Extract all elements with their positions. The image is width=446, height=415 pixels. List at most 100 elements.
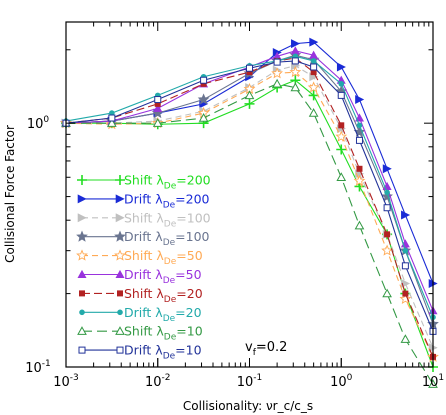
data-point — [383, 204, 391, 212]
data-point — [310, 69, 317, 76]
legend-entry: Drift λDe=200 — [77, 191, 210, 210]
legend-marker-right — [115, 213, 125, 223]
data-point — [246, 69, 253, 76]
legend-label-sub: De — [163, 238, 176, 248]
data-point — [336, 172, 347, 181]
legend-marker-right — [116, 346, 124, 354]
legend-marker-right — [115, 194, 125, 204]
legend-label-value: =10 — [176, 324, 202, 339]
data-point — [353, 174, 366, 186]
legend-label-main: Shift λ — [124, 248, 164, 263]
data-point — [154, 100, 161, 107]
data-point — [384, 231, 391, 238]
legend-label-main: Shift λ — [124, 286, 164, 301]
legend-label-main: Shift λ — [124, 324, 164, 339]
legend-label-main: Drift λ — [124, 267, 163, 282]
data-point — [244, 98, 255, 109]
data-point — [273, 58, 281, 66]
data-point — [402, 290, 409, 297]
legend-marker-left — [79, 290, 85, 297]
data-point — [291, 57, 299, 65]
data-point — [399, 292, 412, 305]
legend-entry: Shift λDe=20 — [79, 286, 203, 305]
legend-label-value: =100 — [176, 210, 210, 225]
legend-label-value: =20 — [175, 305, 201, 320]
data-point — [310, 63, 318, 71]
legend-label-main: Drift λ — [124, 229, 163, 244]
legend-label-main: Drift λ — [124, 191, 163, 206]
legend-marker-right — [114, 230, 126, 242]
legend-marker-right — [115, 269, 125, 278]
legend-label: Shift λDe=50 — [124, 248, 203, 267]
x-axis-label: Collisionality: νr_c/c_s — [183, 399, 313, 413]
data-point — [401, 210, 411, 220]
legend-label-main: Drift λ — [124, 305, 163, 320]
data-point — [336, 144, 347, 155]
x-tick-exp: -3 — [70, 373, 79, 383]
data-point — [356, 122, 363, 129]
x-tick-label: 10-2 — [145, 373, 171, 390]
legend-label-value: =50 — [175, 267, 201, 282]
annotation-vf: vf=0.2 — [245, 340, 287, 358]
x-tick-label: 101 — [422, 373, 444, 390]
data-point — [109, 110, 115, 116]
legend-label-value: =200 — [175, 191, 209, 206]
legend-label-value: =20 — [176, 286, 202, 301]
data-point — [336, 62, 346, 72]
legend-marker-left — [76, 249, 88, 261]
data-point — [402, 247, 409, 254]
data-point — [337, 91, 345, 99]
legend-label-sub: De — [164, 257, 177, 267]
x-tick-label: 100 — [330, 373, 353, 390]
data-point — [244, 90, 255, 100]
x-tick-base: 10 — [145, 375, 162, 390]
data-point — [154, 96, 162, 104]
data-point — [197, 93, 210, 105]
x-tick-base: 10 — [237, 375, 254, 390]
x-tick-exp: -1 — [253, 373, 262, 383]
data-point — [152, 118, 163, 127]
data-point — [271, 67, 283, 79]
data-point — [108, 114, 116, 122]
data-point — [106, 118, 117, 127]
data-point — [400, 334, 411, 343]
x-tick-label: 10-3 — [53, 373, 79, 390]
legend-label: Shift λDe=20 — [124, 286, 203, 305]
y-axis-label: Collisional Force Factor — [3, 125, 17, 263]
data-point — [307, 81, 320, 93]
legend-entry: Drift λDe=20 — [79, 305, 202, 324]
data-point — [401, 262, 409, 270]
legend-entry: Shift λDe=200 — [77, 173, 211, 192]
data-point — [382, 288, 392, 298]
legend-label-value: =50 — [176, 248, 202, 263]
data-point — [428, 379, 438, 388]
legend-label-value: =200 — [176, 173, 210, 188]
legend-marker-right — [117, 309, 123, 316]
x-tick-base: 10 — [422, 375, 439, 390]
legend-marker-right — [115, 175, 125, 185]
legend-marker-right — [117, 290, 123, 297]
legend-label-sub: De — [164, 182, 177, 192]
legend-label-value: =10 — [175, 343, 201, 358]
x-tick-label: 10-1 — [237, 373, 263, 390]
data-point — [335, 130, 348, 142]
data-point — [338, 81, 345, 87]
legend-marker-left — [77, 194, 87, 204]
data-point — [272, 78, 282, 88]
legend-label: Shift λDe=100 — [124, 210, 211, 229]
legend-label: Drift λDe=50 — [124, 267, 202, 286]
x-tick-exp: 1 — [438, 373, 444, 383]
data-point — [308, 90, 319, 101]
legend-label: Drift λDe=100 — [124, 229, 210, 248]
x-tick-exp: 0 — [347, 373, 353, 383]
x-tick-exp: -2 — [162, 373, 171, 383]
legend-label-value: =100 — [175, 229, 209, 244]
data-point — [356, 165, 363, 172]
y-tick-base: 10 — [25, 361, 42, 376]
data-point — [308, 108, 319, 117]
legend-label: Shift λDe=200 — [124, 173, 211, 192]
legend-entry: Shift λDe=50 — [76, 248, 203, 267]
